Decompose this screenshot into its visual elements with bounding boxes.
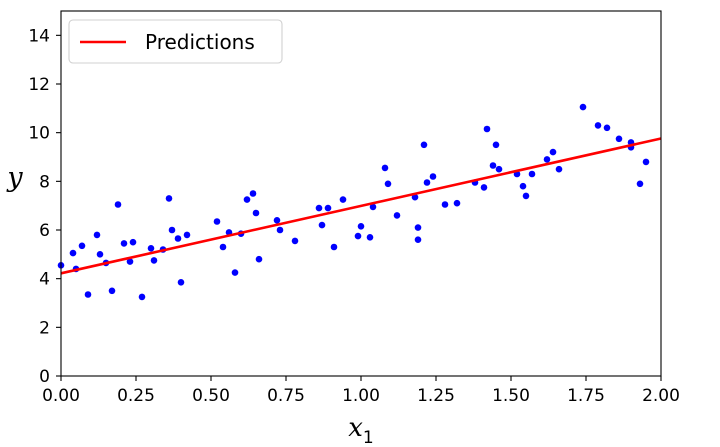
y-tick-label: 4 — [39, 270, 50, 290]
data-point — [384, 180, 392, 188]
x-tick-label: 0.75 — [267, 386, 305, 406]
data-point — [249, 190, 257, 197]
data-point — [615, 135, 623, 143]
y-tick-label: 12 — [28, 75, 50, 95]
plot-area — [57, 103, 662, 301]
data-point — [114, 201, 122, 208]
data-point — [519, 182, 527, 190]
data-point — [522, 192, 530, 200]
data-point — [414, 224, 422, 231]
data-point — [150, 257, 158, 264]
data-point — [495, 165, 503, 173]
data-point — [243, 196, 251, 203]
data-point — [174, 235, 182, 242]
y-tick-label: 0 — [39, 367, 50, 387]
x-tick-label: 0.25 — [117, 386, 155, 406]
data-point — [528, 170, 536, 178]
data-point — [219, 243, 227, 251]
data-point — [273, 217, 281, 224]
data-point — [483, 125, 491, 133]
x-tick-label: 1.00 — [342, 386, 380, 406]
data-point — [324, 204, 332, 212]
data-point — [183, 231, 191, 239]
data-point — [369, 203, 377, 211]
legend: Predictions — [68, 19, 283, 64]
x-tick-label: 1.25 — [417, 386, 455, 406]
data-point — [414, 236, 422, 243]
data-point — [453, 199, 461, 207]
data-point — [177, 279, 185, 286]
data-point — [339, 196, 347, 203]
data-point — [318, 221, 326, 229]
data-point — [315, 204, 323, 212]
data-point — [126, 258, 134, 265]
data-point — [147, 245, 155, 252]
data-point — [78, 242, 86, 250]
data-point — [354, 232, 362, 240]
plot-frame — [60, 10, 662, 377]
data-point — [252, 209, 260, 217]
data-point — [366, 234, 374, 241]
x-axis-label: x1 — [348, 413, 374, 447]
x-tick-label: 0.50 — [192, 386, 230, 406]
data-point — [594, 122, 602, 129]
data-point — [291, 237, 299, 245]
data-point — [579, 103, 587, 111]
y-tick-label: 10 — [28, 124, 50, 144]
x-tick-label: 2.00 — [642, 386, 680, 406]
data-point — [138, 293, 146, 301]
axes: 0.00 0.25 0.50 0.75 1.00 1.25 1.50 1.75 2.00 0 2 4 6… — [6, 10, 680, 447]
data-point — [84, 291, 92, 298]
data-point — [168, 226, 176, 234]
data-point — [549, 148, 557, 156]
data-point — [108, 287, 116, 295]
data-point — [423, 179, 431, 186]
data-point — [165, 195, 173, 202]
data-point — [480, 184, 488, 191]
legend-box — [68, 19, 283, 64]
data-point — [330, 243, 338, 251]
y-tick-label: 6 — [39, 221, 50, 241]
data-point — [489, 162, 497, 169]
data-point — [420, 141, 428, 149]
data-point — [441, 201, 449, 208]
data-point — [381, 164, 389, 172]
data-point — [231, 269, 239, 276]
data-point — [543, 156, 551, 163]
data-point — [411, 193, 419, 201]
x-tick-label: 1.50 — [492, 386, 530, 406]
data-point — [429, 173, 437, 180]
data-point — [492, 141, 500, 149]
data-point — [555, 165, 563, 173]
data-point — [96, 251, 104, 258]
y-tick-label: 14 — [28, 26, 50, 46]
y-tick-label: 8 — [39, 172, 50, 192]
data-point — [120, 240, 128, 247]
x-tick-label: 0.00 — [42, 386, 80, 406]
data-point — [603, 124, 611, 132]
data-point — [93, 231, 101, 239]
data-point — [255, 255, 263, 263]
data-point — [276, 226, 284, 234]
x-tick-label: 1.75 — [567, 386, 605, 406]
y-axis-label: y — [6, 162, 23, 193]
legend-label: Predictions — [145, 30, 255, 54]
data-point — [636, 180, 644, 188]
data-point — [357, 223, 365, 230]
data-point — [129, 238, 137, 246]
predictions-line — [60, 137, 662, 275]
data-point — [213, 218, 221, 225]
data-point — [69, 249, 77, 257]
y-tick-label: 2 — [39, 318, 50, 338]
data-point — [642, 158, 650, 166]
data-point — [393, 212, 401, 219]
